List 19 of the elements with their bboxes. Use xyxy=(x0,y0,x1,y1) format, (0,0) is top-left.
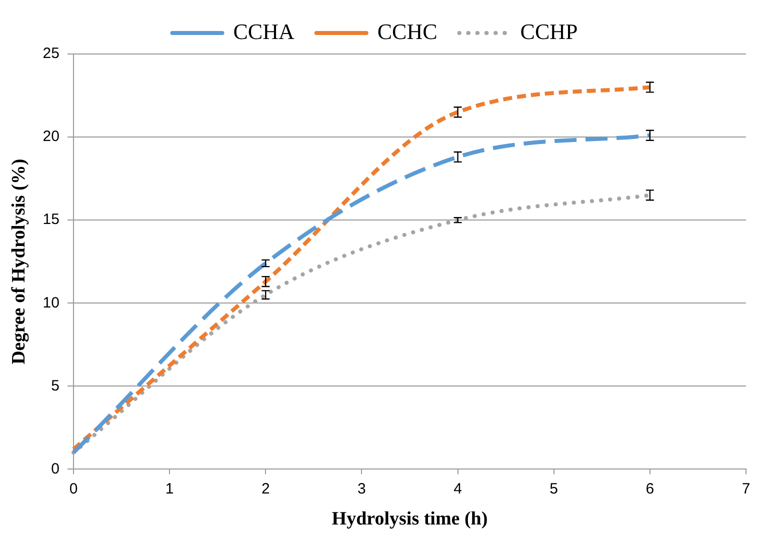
x-axis-title: Hydrolysis time (h) xyxy=(332,508,488,530)
x-tick-label: 4 xyxy=(454,480,462,498)
x-tick-label: 5 xyxy=(550,480,558,498)
x-tick-label: 3 xyxy=(358,480,366,498)
y-tick-label: 20 xyxy=(42,128,60,146)
x-tick-label: 6 xyxy=(646,480,654,498)
x-tick-label: 2 xyxy=(261,480,270,498)
legend-label: CCHP xyxy=(520,18,578,44)
y-tick-label: 10 xyxy=(42,294,60,312)
x-tick-label: 7 xyxy=(742,480,750,498)
x-tick-label: 0 xyxy=(69,480,78,498)
y-axis-title: Degree of Hydrolysis (%) xyxy=(8,158,30,364)
y-tick-label: 0 xyxy=(51,460,60,478)
y-tick-label: 25 xyxy=(42,45,60,62)
y-tick-label: 5 xyxy=(51,377,60,394)
y-tick-label: 15 xyxy=(42,211,60,228)
x-tick-label: 1 xyxy=(165,480,174,498)
legend-label: CCHA xyxy=(233,18,294,44)
legend-label: CCHC xyxy=(377,18,438,44)
